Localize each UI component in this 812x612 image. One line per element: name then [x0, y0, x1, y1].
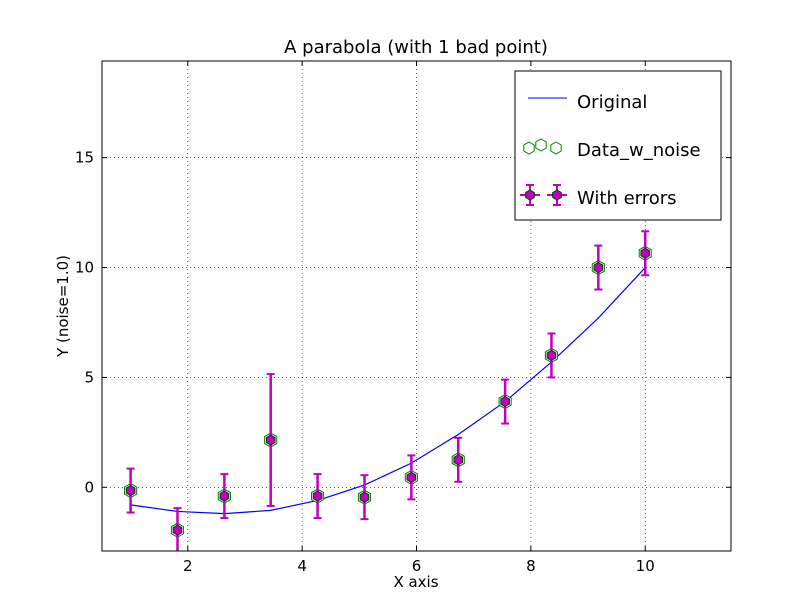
with-errors-point: [265, 434, 276, 446]
legend-hexagon-marker: [550, 141, 562, 155]
legend-data-w-noise-markers: [523, 138, 562, 155]
with-errors-point: [546, 349, 557, 362]
with-errors-point: [640, 247, 651, 259]
y-tick-label: 5: [84, 368, 94, 386]
original-series-line: [130, 267, 646, 515]
legend-with-errors-markers: [520, 184, 567, 206]
with-errors-point: [219, 490, 230, 502]
with-errors-point: [406, 471, 417, 483]
with-errors-point: [453, 454, 464, 466]
x-tick-label: 6: [412, 557, 422, 575]
legend-hexagon-marker: [535, 138, 547, 152]
legend-filled-hexagon: [525, 189, 535, 201]
legend-filled-hexagon: [552, 189, 562, 201]
legend: Original Data_w_noise With errors: [514, 70, 722, 221]
legend-original-label: Original: [577, 92, 647, 113]
axis-ticks: 2 4 6 8 10 0 5 10 15: [75, 61, 731, 575]
with-errors-point: [172, 524, 183, 536]
x-axis-label: X axis: [393, 573, 438, 591]
x-tick-label: 8: [526, 557, 536, 575]
with-errors-point: [359, 491, 370, 503]
y-tick-label: 10: [75, 259, 94, 277]
x-tick-label: 10: [636, 557, 655, 575]
y-axis-label: Y (noise=1.0): [54, 255, 72, 358]
y-tick-label: 0: [84, 478, 94, 496]
with-errors-point: [312, 490, 323, 502]
legend-with-errors-label: With errors: [577, 188, 677, 209]
legend-data-w-noise-label: Data_w_noise: [577, 140, 701, 161]
plot-area-data: [124, 230, 652, 551]
chart-title: A parabola (with 1 bad point): [284, 37, 548, 58]
x-tick-label: 4: [297, 557, 307, 575]
with-errors-point: [593, 261, 604, 274]
x-tick-label: 2: [183, 557, 193, 575]
with-errors-point: [500, 396, 510, 408]
y-tick-label: 15: [75, 149, 94, 167]
legend-hexagon-marker: [523, 141, 535, 155]
with-errors-point: [125, 484, 136, 497]
